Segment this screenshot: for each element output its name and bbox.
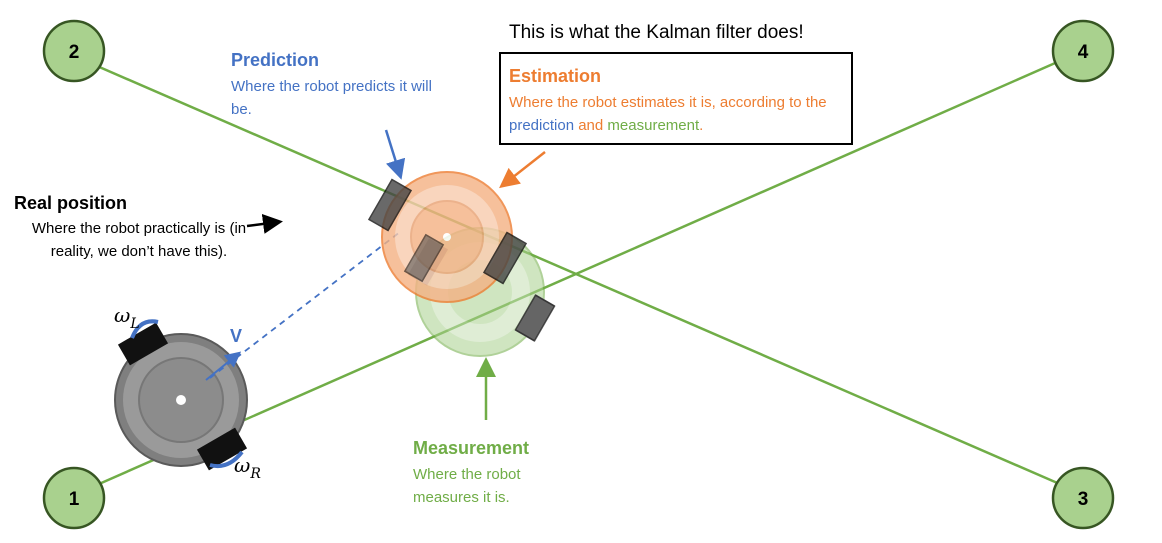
real-position-description: Where the robot practically is (in reali… bbox=[31, 220, 247, 260]
landmark-1: 1 bbox=[42, 466, 106, 530]
velocity-label: V bbox=[230, 326, 242, 346]
svg-text:1: 1 bbox=[69, 489, 80, 510]
measured-wheel bbox=[514, 294, 556, 342]
real-position-title: Real position bbox=[14, 193, 128, 213]
estimation-pointer-arrow bbox=[499, 151, 546, 189]
prediction-description: Where the robot predicts it will be. bbox=[231, 78, 432, 118]
estimation-box bbox=[499, 52, 853, 145]
estimation-description: Where the robot estimates it is, accordi… bbox=[509, 94, 827, 134]
svg-text:2: 2 bbox=[69, 42, 80, 63]
landmark-4: 4 bbox=[1051, 19, 1115, 83]
prediction-word: prediction bbox=[509, 117, 575, 134]
measurement-title: Measurement bbox=[413, 438, 530, 458]
measurement-description: Where the robot measures it is. bbox=[413, 466, 521, 506]
landmark-3: 3 bbox=[1051, 466, 1115, 530]
velocity-arrow bbox=[205, 351, 242, 381]
left-wheel-rotation-arrow bbox=[130, 319, 159, 339]
right-wheel-rotation-arrow bbox=[209, 450, 244, 469]
prediction-pointer-arrow bbox=[384, 129, 406, 180]
estimation-title: Estimation bbox=[509, 66, 602, 86]
estimated-mid-wheel bbox=[403, 233, 445, 283]
measurement-word: measurement bbox=[607, 117, 700, 134]
right-wheel bbox=[196, 427, 248, 471]
real-robot bbox=[114, 319, 248, 471]
estimated-right-wheel bbox=[482, 231, 528, 285]
omega-left-label: ωL bbox=[114, 303, 140, 332]
left-wheel bbox=[117, 322, 169, 366]
omega-right-label: ωR bbox=[234, 453, 261, 482]
svg-text:3: 3 bbox=[1078, 489, 1089, 510]
sight-line-2-3 bbox=[96, 64, 1063, 487]
landmark-2: 2 bbox=[42, 19, 106, 83]
real-position-pointer-arrow bbox=[246, 214, 283, 234]
estimated-left-wheel bbox=[367, 178, 413, 232]
kalman-caption: This is what the Kalman filter does! bbox=[509, 22, 804, 43]
prediction-title: Prediction bbox=[231, 50, 320, 70]
svg-text:4: 4 bbox=[1078, 42, 1089, 63]
predicted-path bbox=[209, 231, 401, 379]
sight-line-1-4 bbox=[98, 58, 1063, 486]
